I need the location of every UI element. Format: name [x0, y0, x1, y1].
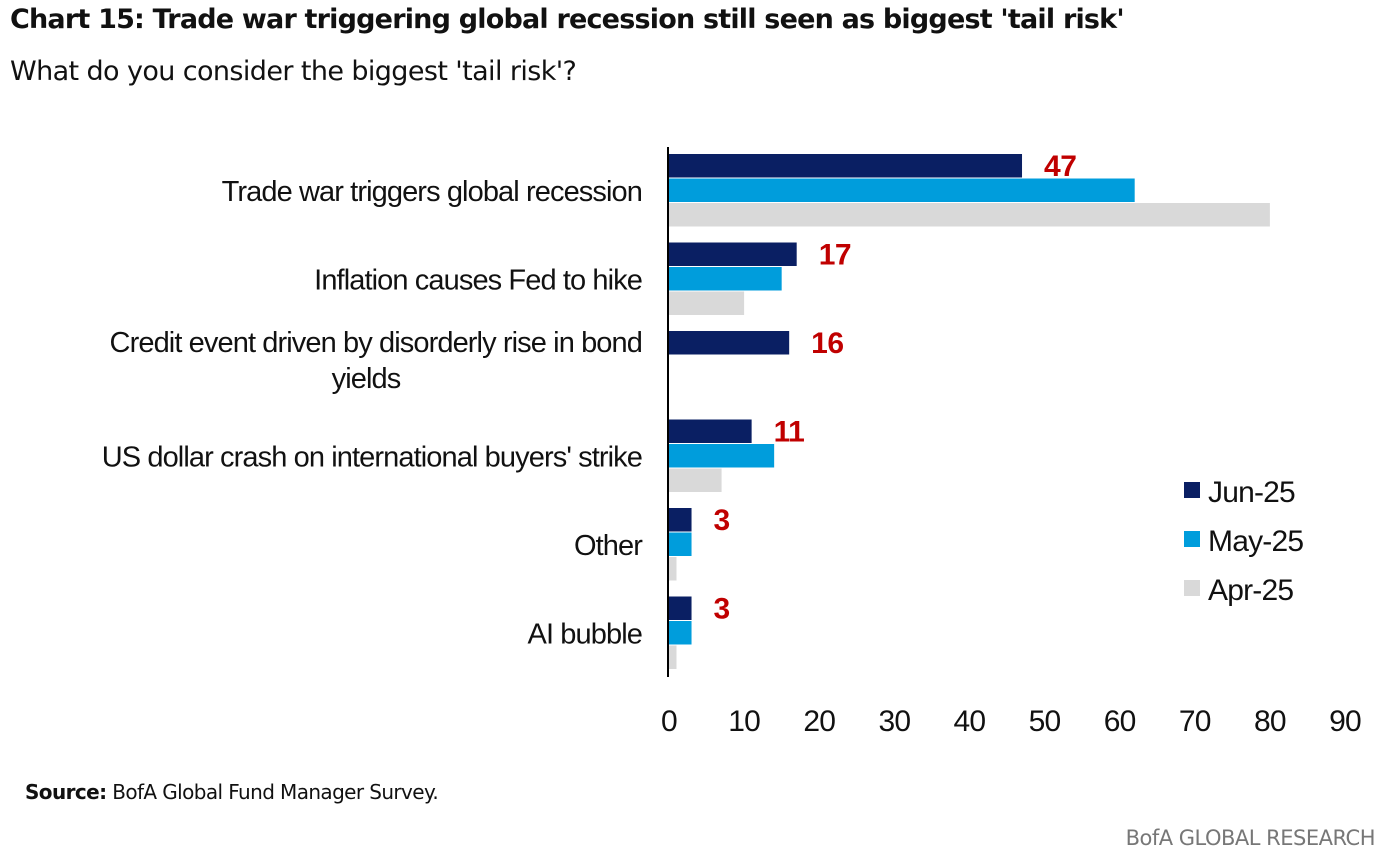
bar-jun-25-4	[669, 508, 692, 532]
x-tick-label-60: 60	[1104, 705, 1136, 738]
x-tick-label-20: 20	[803, 705, 835, 738]
category-label-1: Inflation causes Fed to hike	[314, 264, 642, 296]
bar-apr-25-5	[669, 645, 677, 669]
legend-swatch-apr-25	[1184, 580, 1200, 596]
bar-may-25-5	[669, 621, 692, 645]
bar-jun-25-0	[669, 154, 1023, 178]
x-tick-label-0: 0	[661, 705, 677, 738]
legend-label-apr-25: Apr-25	[1208, 574, 1293, 607]
bar-jun-25-2	[669, 331, 790, 355]
bar-jun-25-3	[669, 419, 752, 443]
x-tick-label-30: 30	[878, 705, 910, 738]
bar-apr-25-1	[669, 291, 745, 315]
bar-may-25-0	[669, 178, 1135, 202]
data-label-5: 3	[714, 593, 730, 626]
bar-jun-25-1	[669, 242, 797, 266]
category-label-3: US dollar crash on international buyers'…	[102, 441, 642, 473]
category-label-4: Other	[574, 530, 643, 562]
legend-swatch-jun-25	[1184, 482, 1200, 498]
chart-title: Chart 15: Trade war triggering global re…	[10, 4, 1125, 35]
bar-apr-25-0	[669, 203, 1270, 227]
data-label-3: 11	[774, 416, 805, 449]
category-label-2: Credit event driven by disorderly rise i…	[110, 327, 642, 359]
bar-apr-25-4	[669, 557, 677, 581]
bar-may-25-3	[669, 444, 775, 468]
bar-jun-25-5	[669, 596, 692, 620]
x-tick-label-70: 70	[1179, 705, 1211, 738]
source-text: BofA Global Fund Manager Survey.	[112, 780, 439, 804]
bar-may-25-1	[669, 267, 782, 291]
x-tick-label-10: 10	[728, 705, 760, 738]
brand-footer: BofA GLOBAL RESEARCH	[1125, 826, 1376, 850]
source-label: Source:	[25, 780, 107, 804]
x-tick-label-80: 80	[1254, 705, 1286, 738]
data-label-4: 3	[714, 504, 730, 537]
legend-label-may-25: May-25	[1208, 525, 1303, 558]
category-label-2-line1: yields	[332, 363, 401, 395]
bar-apr-25-3	[669, 468, 722, 492]
data-label-1: 17	[819, 239, 851, 272]
x-tick-label-90: 90	[1329, 705, 1361, 738]
legend-swatch-may-25	[1184, 531, 1200, 547]
source-note: Source: BofA Global Fund Manager Survey.	[25, 780, 439, 804]
legend-label-jun-25: Jun-25	[1208, 476, 1295, 509]
chart-subtitle: What do you consider the biggest 'tail r…	[10, 56, 577, 87]
data-label-2: 16	[811, 327, 843, 360]
x-tick-label-50: 50	[1029, 705, 1061, 738]
x-tick-label-40: 40	[954, 705, 986, 738]
bar-may-25-4	[669, 532, 692, 556]
category-label-5: AI bubble	[528, 618, 642, 650]
data-label-0: 47	[1044, 150, 1076, 183]
category-label-0: Trade war triggers global recession	[222, 176, 642, 208]
